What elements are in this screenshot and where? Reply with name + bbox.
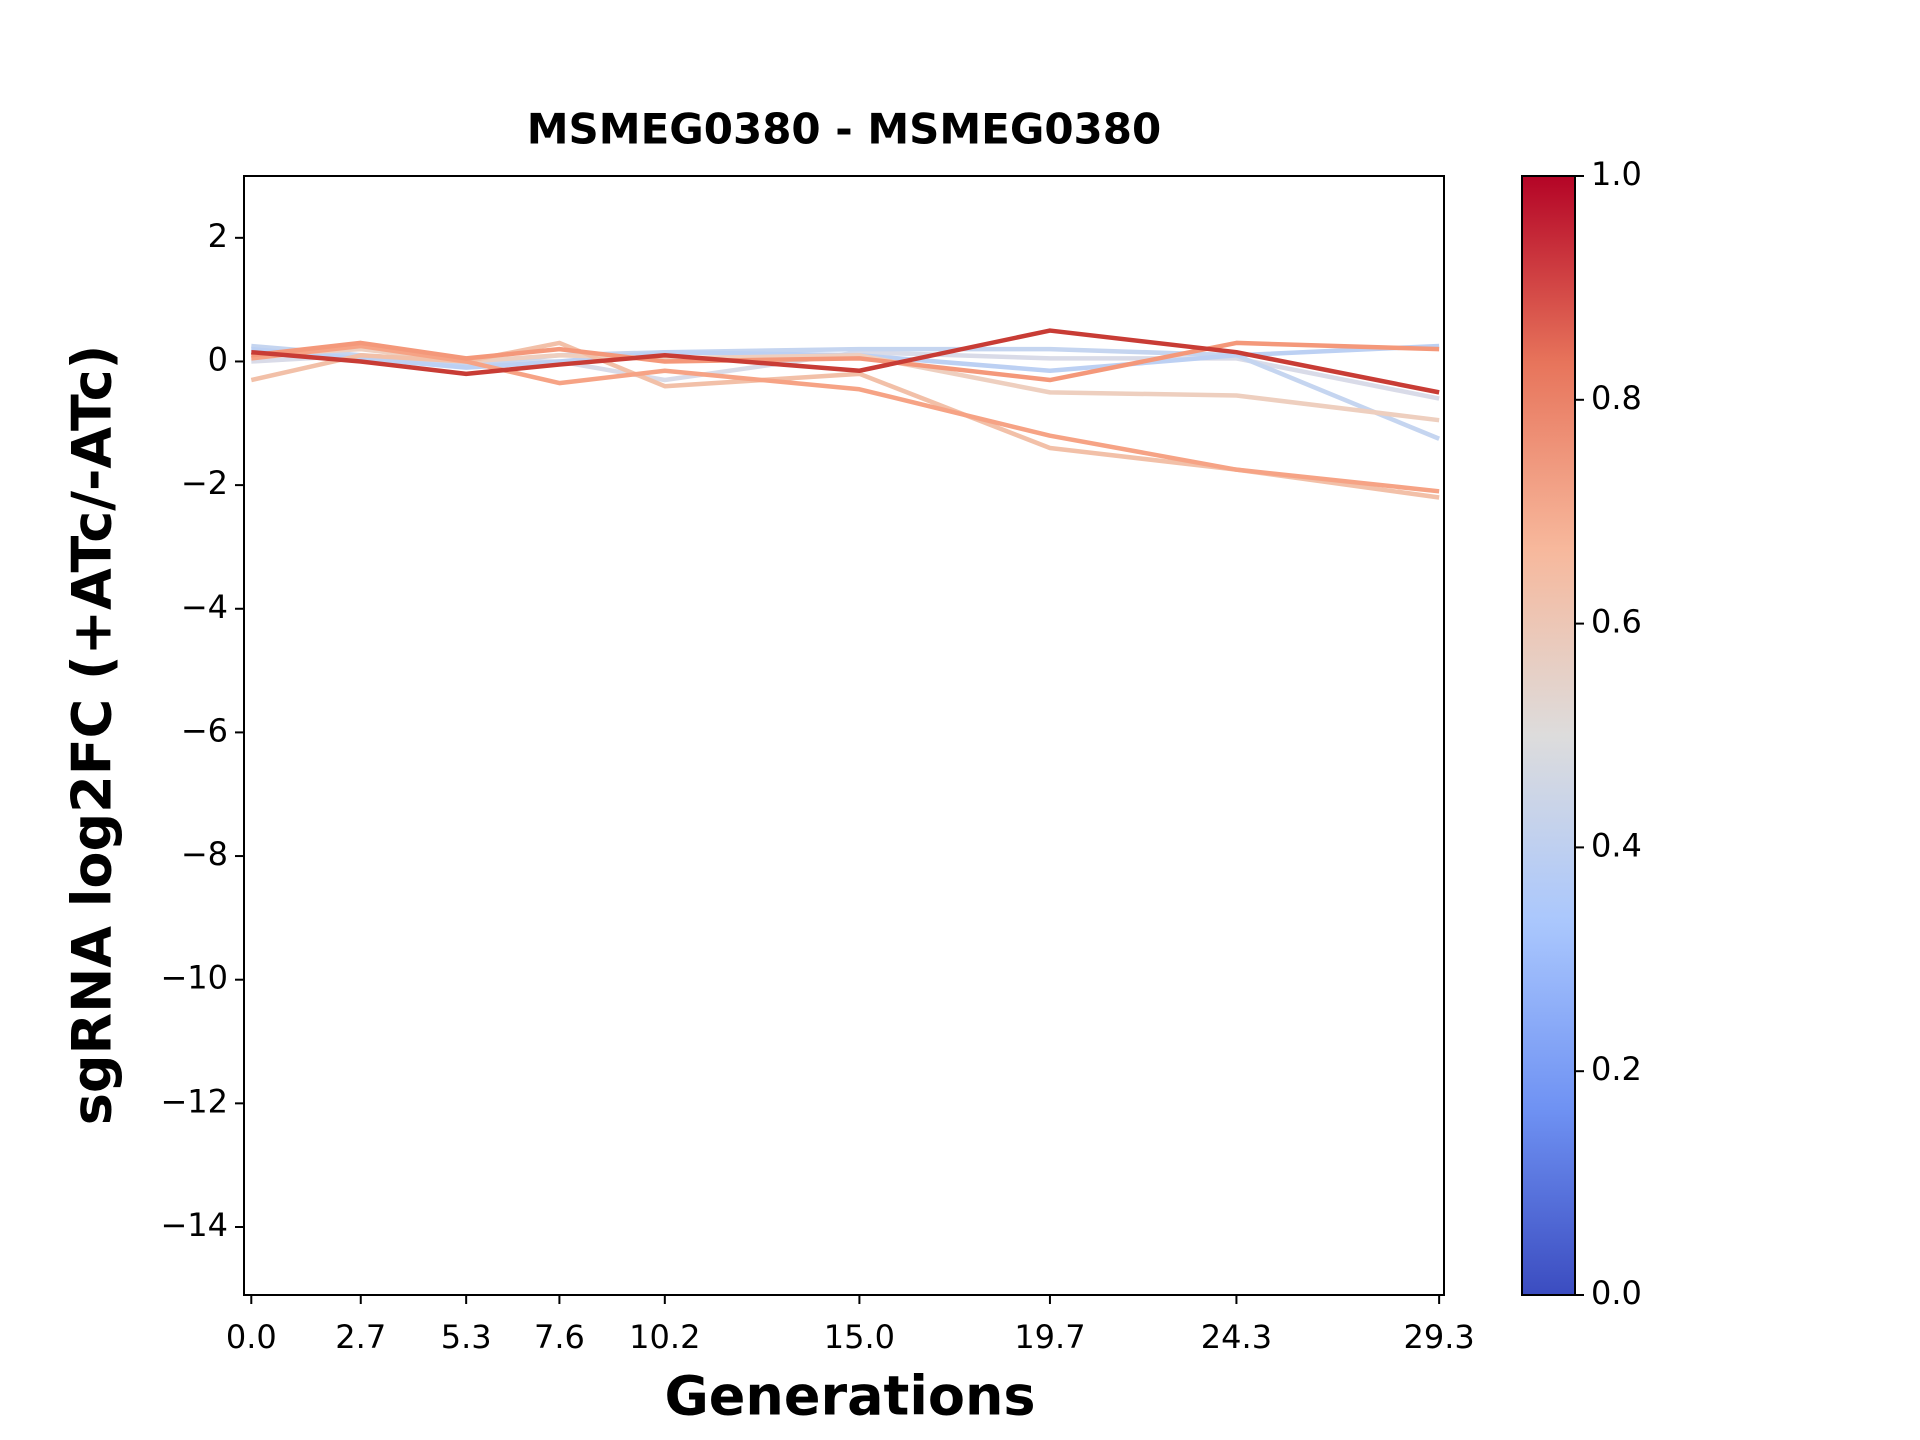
plot-frame <box>243 175 1445 1296</box>
x-tick-label: 7.6 <box>534 1318 585 1356</box>
x-tick-label: 5.3 <box>441 1318 492 1356</box>
colorbar-tick-label: 0.6 <box>1591 603 1642 641</box>
x-tick-label: 24.3 <box>1201 1318 1272 1356</box>
y-tick-label: −8 <box>181 835 228 873</box>
colorbar-tick-label: 1.0 <box>1591 155 1642 193</box>
colorbar-tick-label: 0.2 <box>1591 1050 1642 1088</box>
series-line <box>251 343 1440 373</box>
y-tick-label: −12 <box>160 1082 228 1120</box>
series-line <box>251 343 1440 494</box>
colorbar-tick-label: 0.8 <box>1591 379 1642 417</box>
y-axis-label: sgRNA log2FC (+ATc/-ATc) <box>61 345 124 1126</box>
x-tick-label: 19.7 <box>1014 1318 1085 1356</box>
y-tick-label: −4 <box>181 588 228 626</box>
colorbar-tick-label: 0.0 <box>1591 1274 1642 1312</box>
y-tick-label: 0 <box>208 340 228 378</box>
y-tick-label: −10 <box>160 959 228 997</box>
x-tick-label: 2.7 <box>335 1318 386 1356</box>
x-tick-label: 0.0 <box>226 1318 277 1356</box>
x-tick-label: 29.3 <box>1404 1318 1475 1356</box>
colorbar-tick-label: 0.4 <box>1591 826 1642 864</box>
chart-title: MSMEG0380 - MSMEG0380 <box>527 105 1161 154</box>
x-axis-label: Generations <box>664 1365 1035 1428</box>
series-line <box>251 328 1440 395</box>
x-tick-label: 10.2 <box>629 1318 700 1356</box>
series-line <box>251 340 1440 383</box>
y-tick-label: −6 <box>181 711 228 749</box>
series-line <box>250 340 1440 500</box>
colorbar <box>1521 175 1576 1296</box>
x-tick-label: 15.0 <box>824 1318 895 1356</box>
y-tick-label: 2 <box>208 217 228 255</box>
y-tick-label: −14 <box>160 1206 228 1244</box>
y-tick-label: −2 <box>181 464 228 502</box>
